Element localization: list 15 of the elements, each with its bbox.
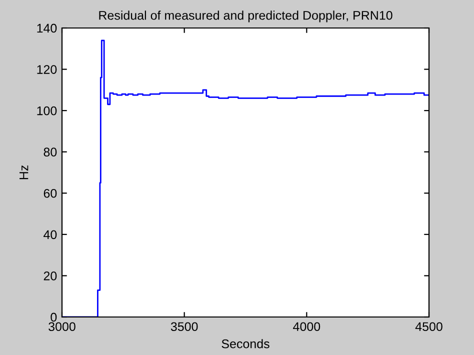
- chart-title: Residual of measured and predicted Doppler, PRN10: [99, 10, 392, 22]
- y-tick-label: 80: [44, 148, 57, 157]
- y-tick-label: 20: [44, 272, 57, 280]
- x-tick-label: 4000: [293, 322, 320, 332]
- x-tick-label: 4500: [415, 322, 442, 332]
- y-axis-title: Hz: [20, 165, 28, 180]
- y-tick-label: 120: [37, 65, 57, 74]
- y-tick-label: 40: [44, 230, 57, 240]
- y-tick-label: 100: [37, 106, 57, 116]
- x-tick-label: 3500: [170, 322, 198, 332]
- y-tick-label: 60: [44, 188, 57, 198]
- y-tick-label: 0: [50, 312, 57, 322]
- x-tick-label: 3000: [48, 322, 76, 332]
- y-tick-label: 140: [37, 24, 57, 33]
- x-axis-title: Seconds: [222, 339, 270, 348]
